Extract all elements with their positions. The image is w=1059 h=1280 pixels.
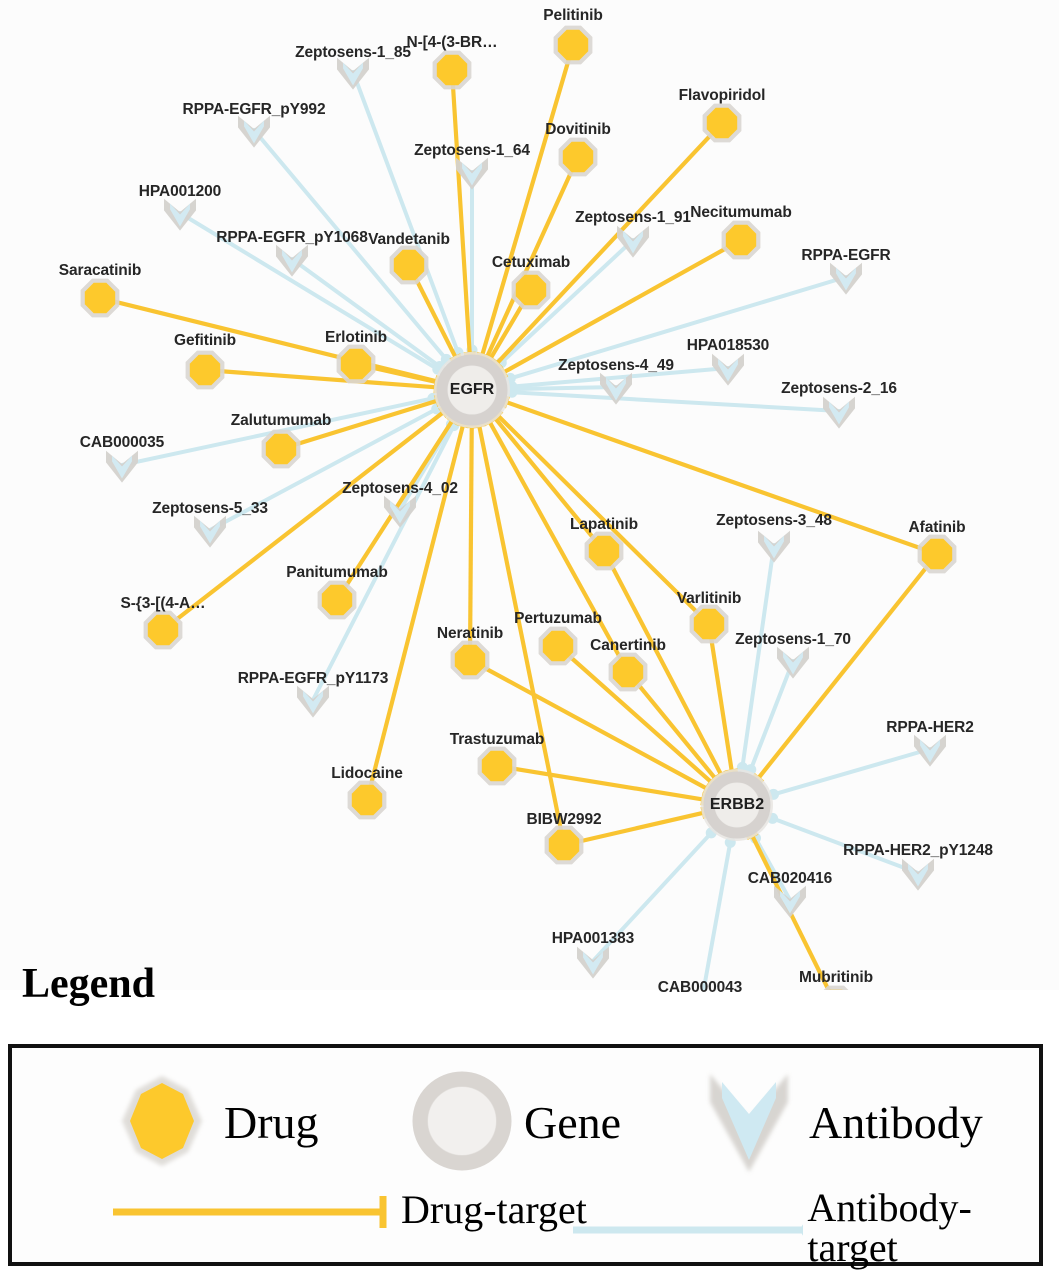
drug-node[interactable] [689,604,729,644]
antibody-node-group[interactable] [106,57,946,990]
legend-item-antibody: Antibody [702,1068,983,1178]
gene-node-group[interactable] [434,352,773,841]
drug-node[interactable] [702,103,742,143]
drug-node[interactable] [347,780,387,820]
drug-node[interactable] [185,350,225,390]
legend-box: Drug Gene Antibody [8,1044,1043,1268]
legend-item-gene: Gene [412,1068,621,1178]
antibody-chevron-icon [710,1074,788,1172]
network-graph-canvas[interactable]: Zeptosens-1_85 RPPA-EGFR_pY992 HPA001200 Ze… [0,0,1059,996]
antibody-target-edge-icon [573,1223,804,1237]
drug-node[interactable] [558,137,598,177]
drug-node[interactable] [143,610,183,650]
antibody-node[interactable] [337,57,369,90]
gene-node-label: EGFR [449,381,495,398]
antibody-node[interactable] [164,198,196,231]
drug-node[interactable] [917,534,957,574]
legend-item-antibody-target: Antibody-target [567,1188,1039,1268]
legend-label-drug-target: Drug-target [401,1187,587,1232]
antibody-node[interactable] [194,515,226,548]
drug-node[interactable] [477,746,517,786]
drug-node[interactable] [261,429,301,469]
drug-edge-group [99,44,939,990]
antibody-node[interactable] [823,396,855,429]
antibody-node[interactable] [914,734,946,767]
legend-panel: Legend Drug Gene [0,960,1059,1280]
antibody-node[interactable] [712,353,744,386]
drug-node[interactable] [817,985,856,990]
drug-node[interactable] [432,50,472,90]
antibody-node[interactable] [238,115,270,148]
drug-node[interactable] [608,652,648,692]
antibody-node[interactable] [777,646,809,679]
drug-node[interactable] [389,245,429,285]
antibody-node[interactable] [276,244,308,277]
drug-node[interactable] [80,278,120,318]
antibody-node[interactable] [297,685,329,718]
antibody-node[interactable] [902,858,934,891]
drug-node[interactable] [317,580,357,620]
antibody-node[interactable] [577,946,609,979]
antibody-node[interactable] [456,157,488,190]
drug-node[interactable] [450,640,490,680]
antibody-node[interactable] [106,450,138,483]
legend-title: Legend [22,961,156,1007]
gene-node[interactable] [434,352,510,428]
antibody-node[interactable] [617,225,649,258]
antibody-node[interactable] [830,262,862,295]
drug-node[interactable] [544,825,584,865]
legend-item-drug: Drug [112,1068,319,1178]
drug-node[interactable] [584,531,624,571]
drug-octagon-icon [122,1076,202,1166]
antibody-node[interactable] [774,885,806,918]
legend-label-antibody: Antibody [809,1097,983,1148]
drug-node[interactable] [511,270,551,310]
antibody-node[interactable] [384,495,416,528]
drug-node[interactable] [538,626,578,666]
drug-node-group[interactable] [80,25,957,990]
drug-node[interactable] [553,25,593,65]
legend-item-drug-target: Drug-target [107,1188,587,1232]
gene-node-label: ERBB2 [709,796,765,813]
gene-ring-icon [412,1071,512,1171]
legend-label-gene: Gene [524,1097,622,1148]
antibody-node[interactable] [758,530,790,563]
drug-target-edge-icon [113,1196,387,1228]
drug-node[interactable] [721,220,761,260]
legend-label-antibody-target: Antibody-target [807,1185,972,1270]
network-svg [80,25,957,990]
legend-label-drug: Drug [224,1097,319,1148]
antibody-node[interactable] [600,372,632,405]
drug-node[interactable] [336,344,376,384]
gene-node[interactable] [701,769,773,841]
